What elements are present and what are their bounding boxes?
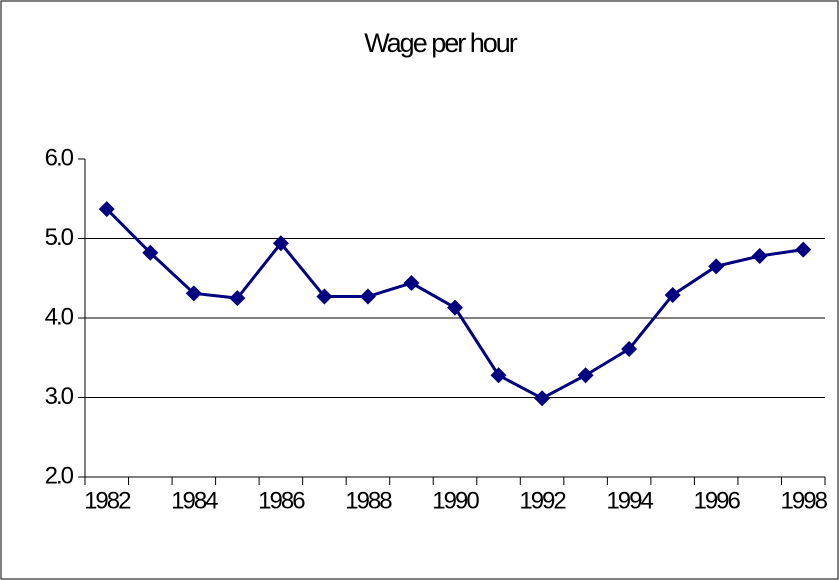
x-tick-label: 1986: [258, 487, 305, 514]
y-tick-label: 5.0: [45, 224, 74, 251]
data-point: [621, 341, 638, 358]
y-tick-label: 3.0: [45, 383, 74, 410]
data-point: [577, 367, 594, 384]
data-point: [447, 299, 463, 316]
data-point: [142, 244, 159, 261]
data-point: [708, 258, 725, 275]
x-tick-label: 1988: [345, 487, 392, 514]
y-tick-label: 6.0: [45, 144, 74, 171]
x-tick-label: 1990: [432, 487, 479, 514]
data-point: [359, 288, 376, 305]
x-tick-label: 1994: [606, 487, 653, 514]
x-tick-label: 1996: [693, 487, 740, 514]
y-tick-label: 2.0: [45, 462, 74, 489]
x-tick-label: 1998: [781, 487, 828, 514]
data-point: [185, 285, 202, 302]
chart-title: Wage per hour: [364, 28, 518, 58]
data-point: [403, 275, 420, 292]
data-point: [98, 201, 115, 218]
data-point: [534, 390, 551, 407]
data-point: [751, 247, 768, 264]
data-point: [664, 286, 681, 303]
y-tick-label: 4.0: [45, 303, 74, 330]
data-point: [490, 367, 507, 384]
data-point: [316, 288, 333, 305]
x-tick-label: 1982: [84, 487, 131, 514]
x-tick-label: 1984: [171, 487, 218, 514]
data-point: [272, 235, 289, 252]
data-point: [795, 241, 812, 258]
x-tick-label: 1992: [519, 487, 566, 514]
data-point: [229, 290, 246, 307]
